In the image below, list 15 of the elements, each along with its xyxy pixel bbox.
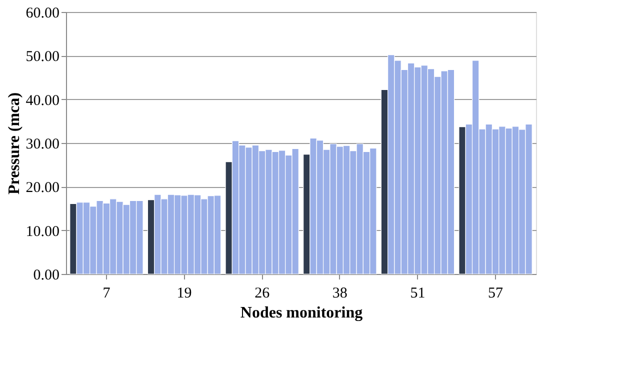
y-axis-title: Pressure (mca) xyxy=(6,92,23,195)
y-tick-label: 30.00 xyxy=(26,136,60,152)
y-tick-label: 10.00 xyxy=(26,224,60,240)
x-tick-label: 38 xyxy=(332,286,348,302)
y-tick-label: 20.00 xyxy=(26,180,60,196)
y-tick-label: 0.00 xyxy=(33,268,60,284)
y-tick-label: 60.00 xyxy=(26,6,60,22)
x-tick-label: 19 xyxy=(176,286,192,302)
x-axis-title: Nodes monitoring xyxy=(240,304,363,322)
x-tick-label: 57 xyxy=(488,286,504,302)
x-tick-label: 51 xyxy=(410,286,426,302)
x-tick-label: 26 xyxy=(254,286,270,302)
y-tick-label: 40.00 xyxy=(26,92,60,109)
x-tick-label: 7 xyxy=(102,286,111,302)
y-tick-label: 50.00 xyxy=(26,49,60,66)
